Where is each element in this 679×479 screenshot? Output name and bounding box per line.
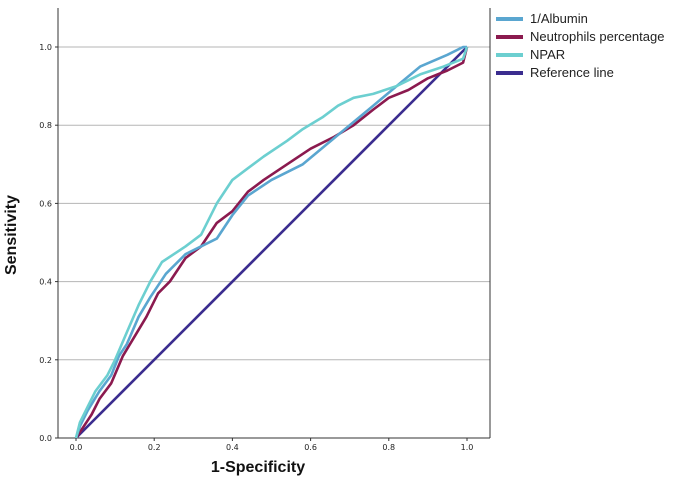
y-tick-label: 0.6: [39, 199, 52, 208]
y-tick-label: 0.0: [39, 434, 52, 443]
x-tick-label: 0.4: [226, 443, 239, 452]
series-line-neutrophils-percentage: [74, 46, 469, 439]
legend-label-npar: NPAR: [530, 47, 565, 62]
x-tick-label: 1.0: [461, 443, 474, 452]
y-tick-label: 0.2: [39, 356, 52, 365]
legend-label-reference-line: Reference line: [530, 65, 614, 80]
axes: [57, 8, 491, 439]
series-group: [74, 45, 469, 439]
grid-lines: [58, 46, 490, 361]
legend-label-neutrophils-percentage: Neutrophils percentage: [530, 29, 664, 44]
legend: 1/Albumin Neutrophils percentage NPAR Refer…: [496, 11, 664, 80]
x-tick-label: 0.2: [148, 443, 161, 452]
y-tick-label: 0.8: [39, 121, 52, 130]
series-line-reference-line: [75, 46, 468, 439]
x-tick-labels: 0.0 0.2 0.4 0.6 0.8 1.0: [70, 438, 474, 452]
x-tick-label: 0.0: [70, 443, 83, 452]
x-tick-label: 0.8: [382, 443, 395, 452]
x-axis-title: 1-Specificity: [211, 459, 305, 476]
y-tick-labels: 0.0 0.2 0.4 0.6 0.8 1.0: [39, 43, 58, 443]
y-tick-label: 0.4: [39, 278, 52, 287]
y-tick-label: 1.0: [39, 43, 52, 52]
x-tick-label: 0.6: [304, 443, 317, 452]
series-line-npar: [74, 46, 469, 439]
y-axis-title: Sensitivity: [3, 195, 20, 275]
legend-label-1-albumin: 1/Albumin: [530, 11, 588, 26]
